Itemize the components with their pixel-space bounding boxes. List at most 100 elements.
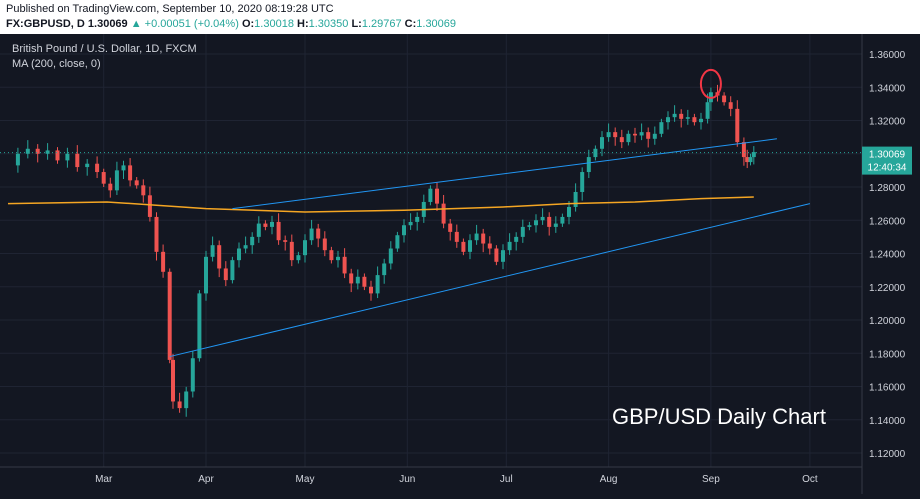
- price-tag-box: [862, 146, 912, 175]
- x-tick-label: Jun: [399, 474, 415, 485]
- candle-body: [415, 216, 420, 222]
- candle-body: [728, 102, 733, 109]
- candle-body: [633, 133, 637, 136]
- high-value: 1.30350: [308, 18, 349, 30]
- low-label: L:: [351, 18, 362, 30]
- published-bar: Published on TradingView.com, September …: [0, 0, 920, 34]
- candle-body: [161, 251, 166, 272]
- candle-body: [270, 221, 274, 227]
- candle-body: [560, 216, 565, 224]
- y-tick-label: 1.24000: [869, 250, 906, 261]
- candle-body: [309, 228, 314, 241]
- candle-body: [619, 137, 624, 143]
- candle-body: [705, 102, 710, 119]
- ohlc-readout: FX:GBPUSD, D 1.30069 ▲ +0.00051 (+0.04%)…: [6, 18, 456, 30]
- candle-body: [692, 117, 697, 123]
- candle-body: [45, 150, 50, 154]
- legend-title: British Pound / U.S. Dollar, 1D, FXCM: [12, 43, 197, 55]
- candle-body: [355, 276, 360, 284]
- y-tick-label: 1.18000: [869, 349, 906, 360]
- candle-body: [751, 152, 756, 158]
- candle-body: [217, 245, 222, 269]
- candle-body: [296, 255, 301, 261]
- candle-body: [263, 223, 268, 227]
- candle-body: [147, 195, 152, 217]
- candle-body: [101, 172, 106, 184]
- candle-body: [303, 240, 307, 256]
- candle-body: [336, 256, 340, 261]
- change-value: ▲ +0.00051 (+0.04%): [130, 18, 239, 30]
- y-tick-label: 1.16000: [869, 383, 906, 394]
- candle-body: [672, 113, 677, 118]
- y-tick-label: 1.14000: [869, 416, 906, 427]
- candle-body: [735, 108, 740, 143]
- candle-body: [329, 250, 334, 261]
- candle-body: [402, 225, 406, 236]
- chart-background: [0, 34, 920, 494]
- candle-body: [659, 122, 664, 134]
- candle-body: [276, 221, 281, 241]
- candle-body: [461, 241, 466, 252]
- candle-body: [369, 286, 373, 294]
- x-tick-label: Mar: [95, 474, 113, 485]
- countdown-text: 12:40:34: [868, 163, 907, 174]
- y-tick-label: 1.12000: [869, 449, 906, 460]
- candle-body: [75, 153, 80, 168]
- candle-body: [448, 223, 453, 232]
- candle-body: [745, 157, 750, 163]
- candle-body: [679, 113, 684, 119]
- candle-body: [646, 132, 651, 139]
- close-value: 1.30069: [416, 18, 457, 30]
- x-tick-label: Jul: [500, 474, 513, 485]
- candle-body: [586, 157, 591, 173]
- candle-body: [666, 117, 670, 123]
- x-tick-label: May: [296, 474, 315, 485]
- candles: [15, 84, 756, 417]
- candle-body: [527, 225, 532, 227]
- x-tick-label: Sep: [702, 474, 720, 485]
- candle-body: [685, 117, 690, 119]
- candle-body: [699, 118, 703, 123]
- chart-area[interactable]: 1.360001.340001.320001.300001.280001.260…: [0, 34, 920, 499]
- candle-body: [289, 241, 294, 261]
- x-tick-label: Oct: [802, 474, 818, 485]
- current-price-tag: 1.30069 12:40:34: [862, 146, 912, 175]
- candle-body: [55, 150, 60, 161]
- chart-watermark: GBP/USD Daily Chart: [612, 404, 826, 429]
- candle-body: [190, 358, 195, 392]
- price-chart[interactable]: 1.360001.340001.320001.300001.280001.260…: [0, 34, 920, 494]
- candle-body: [547, 216, 552, 227]
- candle-body: [349, 273, 354, 284]
- candle-body: [567, 206, 571, 217]
- overlay-lines: [7, 138, 811, 358]
- candle-body: [171, 359, 175, 402]
- published-text: Published on TradingView.com, September …: [6, 3, 334, 15]
- candle-body: [167, 271, 172, 360]
- candle-body: [722, 95, 727, 103]
- candle-body: [600, 137, 604, 149]
- candle-body: [35, 148, 40, 154]
- candle-body: [435, 188, 439, 204]
- candle-body: [573, 191, 578, 207]
- candle-body: [197, 293, 202, 359]
- candle-body: [580, 172, 585, 192]
- x-tick-label: Aug: [600, 474, 618, 485]
- candle-body: [741, 142, 746, 158]
- last-price: 1.30069: [87, 18, 128, 30]
- candle-body: [210, 245, 215, 257]
- open-value: 1.30018: [254, 18, 294, 30]
- x-tick-label: Apr: [198, 474, 214, 485]
- close-label: C:: [404, 18, 417, 30]
- candle-body: [388, 248, 393, 264]
- candle-body: [474, 233, 479, 241]
- candle-body: [395, 235, 400, 249]
- candle-body: [507, 241, 512, 251]
- candle-body: [540, 216, 545, 221]
- candle-body: [25, 148, 30, 154]
- y-tick-label: 1.34000: [869, 83, 906, 94]
- candle-body: [121, 165, 126, 171]
- candle-body: [382, 263, 387, 276]
- candle-body: [553, 223, 558, 227]
- candle-body: [626, 133, 631, 143]
- candle-body: [520, 226, 525, 237]
